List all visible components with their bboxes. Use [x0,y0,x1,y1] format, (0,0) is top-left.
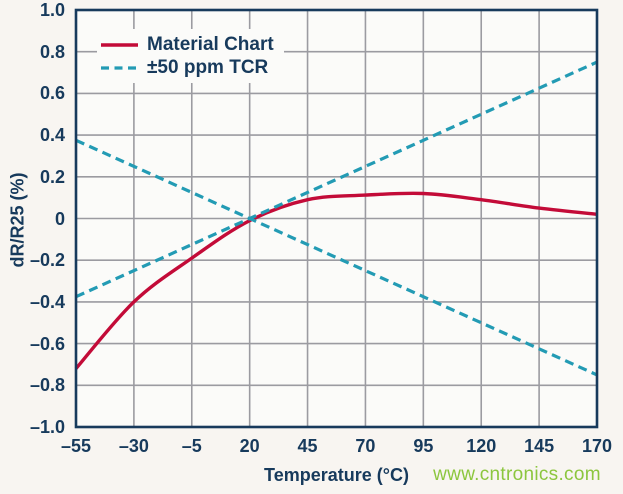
x-tick-label: –55 [60,436,92,456]
watermark: www.cntronics.com [433,464,601,485]
x-tick-label: –30 [118,436,149,456]
y-tick-label: –0.2 [29,250,65,271]
solid-line-swatch-icon [101,42,138,48]
legend-label: Material Chart [147,33,274,55]
legend: Material Chart ±50 ppm TCR [97,29,284,83]
y-tick-label: 1.0 [39,0,65,20]
x-tick-label: –5 [181,436,202,456]
y-tick-label: –0.6 [29,333,65,354]
x-tick-label: 145 [524,436,555,456]
y-tick-label: 0.6 [39,83,65,104]
legend-item-material-chart: Material Chart [101,33,274,56]
series-50-ppm-tcr [75,138,598,377]
y-tick-label: –0.4 [29,291,65,312]
dashed-line-swatch-icon [101,65,138,71]
plot-border [74,8,599,429]
y-tick-label: 0.2 [39,166,65,187]
y-tick-label: –1.0 [29,417,65,437]
x-tick-label: 45 [297,436,318,456]
x-tick-label: 70 [355,436,376,456]
legend-item-tcr: ±50 ppm TCR [101,56,274,79]
x-tick-label: 120 [466,436,497,456]
x-axis-title: Temperature (°C) [264,465,409,485]
y-axis-title: dR/R25 (%) [7,171,28,268]
x-tick-label: 95 [413,436,434,456]
x-tick-label: 20 [239,436,260,456]
legend-label: ±50 ppm TCR [147,56,269,78]
series-material-chart [74,191,598,370]
y-tick-label: 0 [54,208,65,229]
y-tick-label: –0.8 [29,375,65,396]
y-tick-label: 0.4 [39,125,65,146]
data-series [74,60,598,377]
x-tick-label: 170 [581,436,613,456]
series-50-ppm-tcr [75,60,598,299]
y-tick-label: 0.8 [39,41,65,62]
